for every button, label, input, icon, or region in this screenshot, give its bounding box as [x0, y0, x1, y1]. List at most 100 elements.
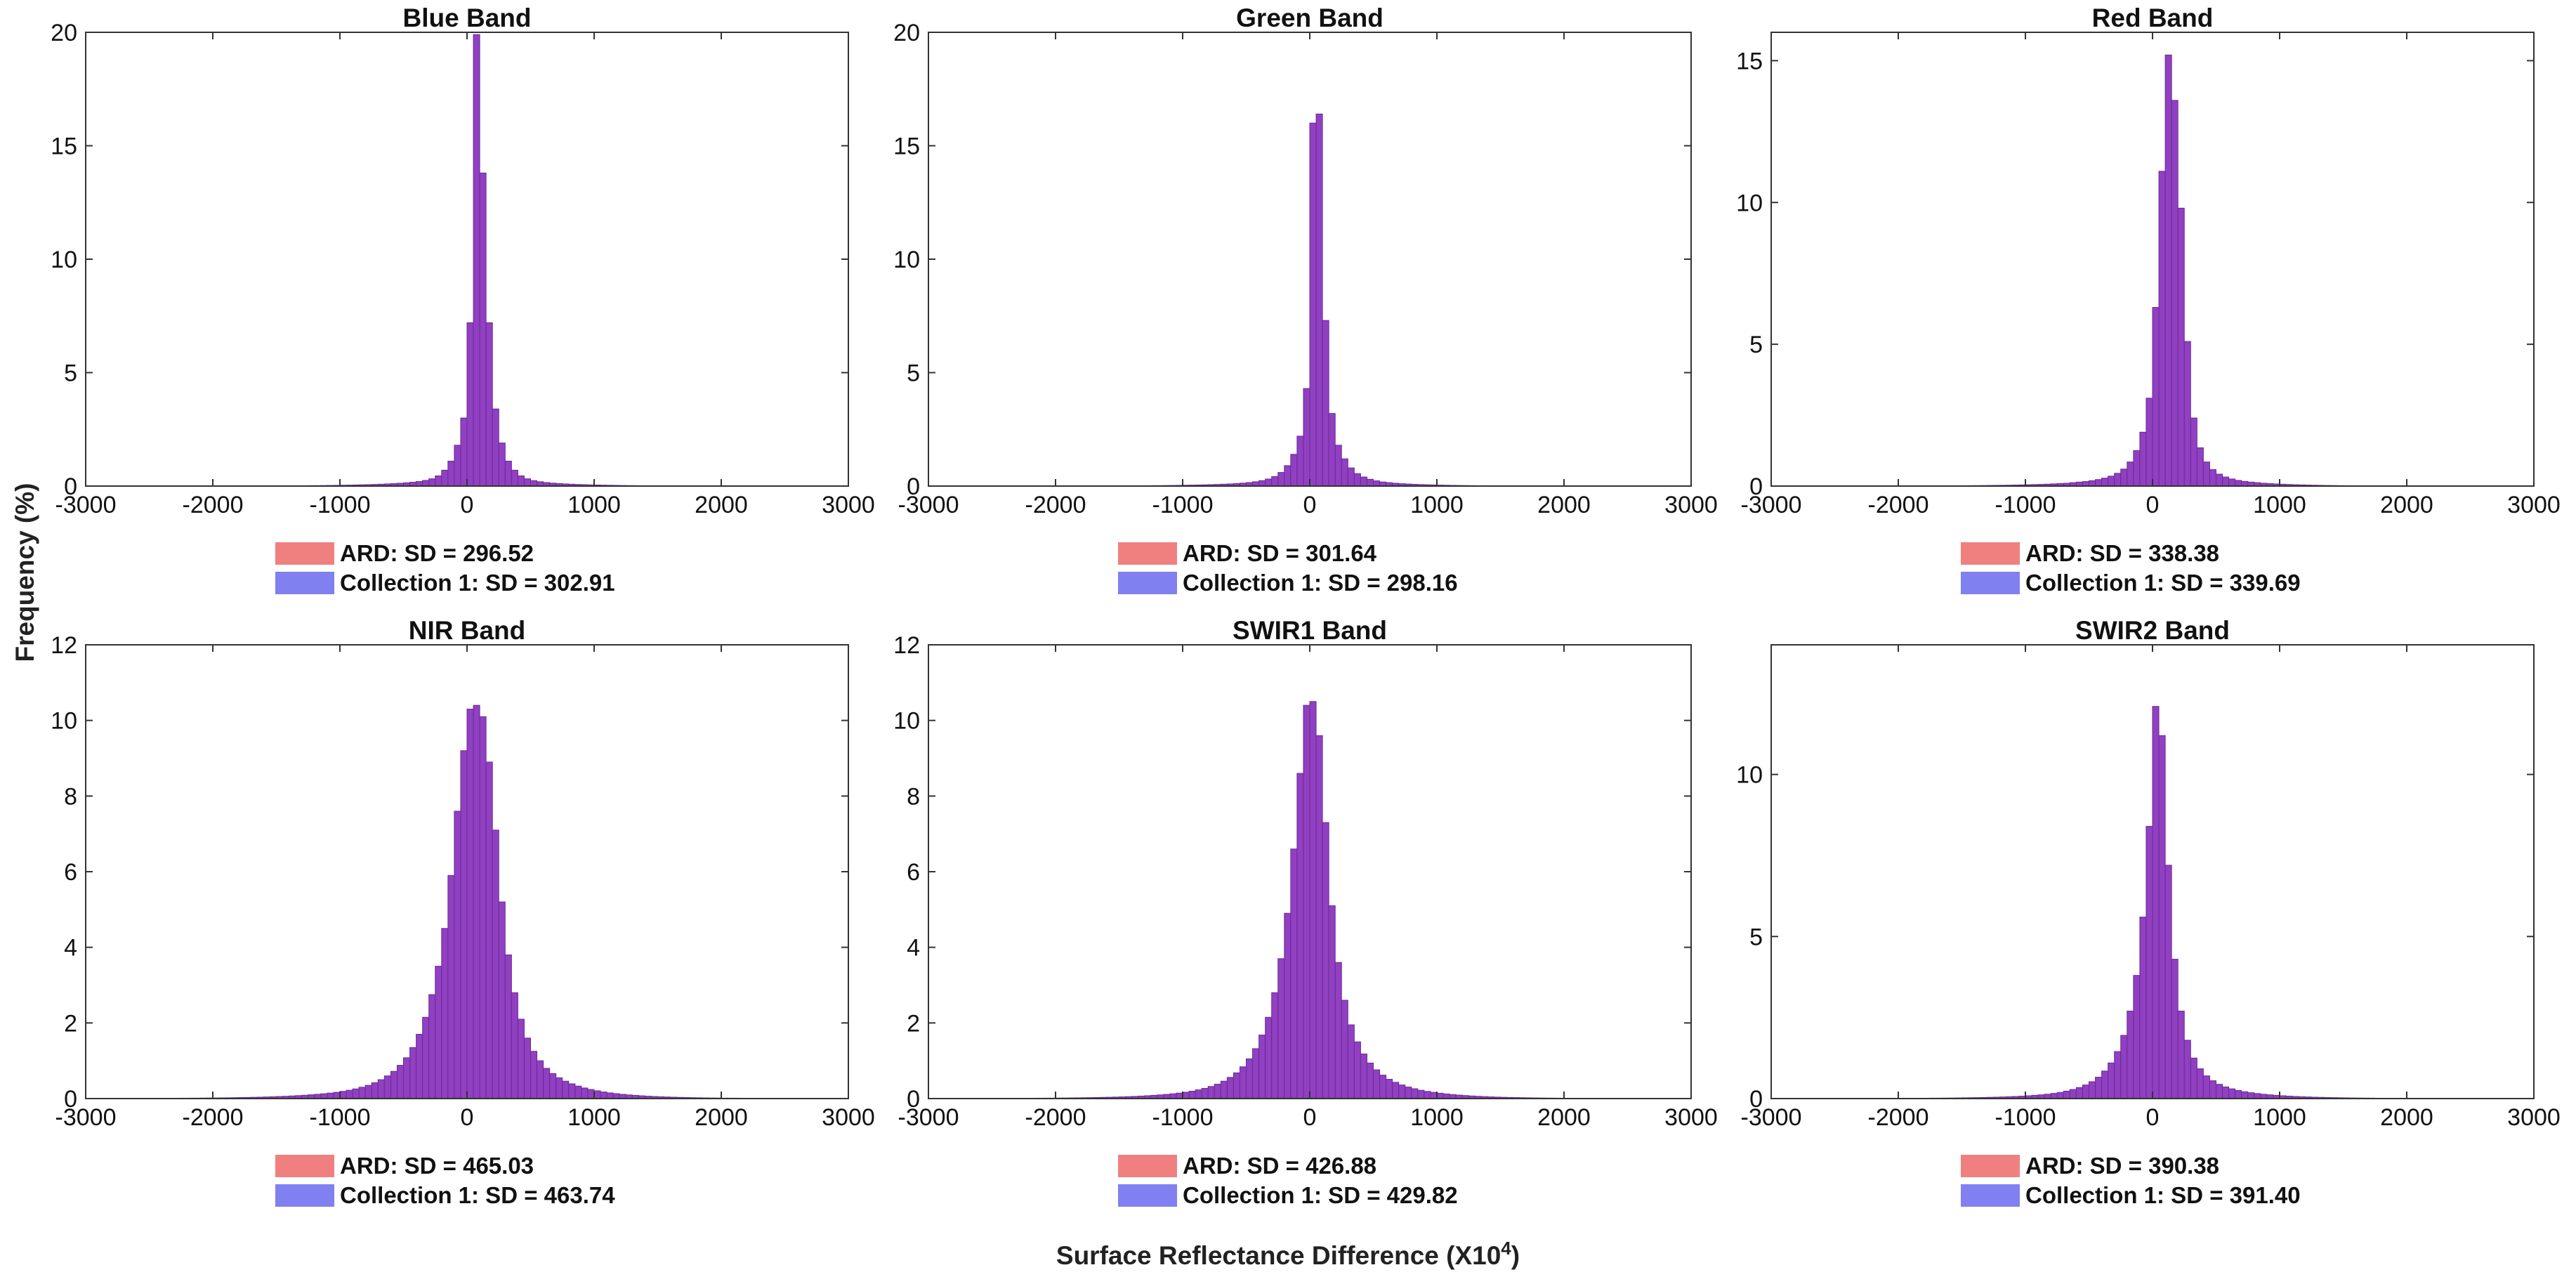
y-tick-label: 0 — [907, 473, 920, 500]
x-tick-label: -1000 — [310, 492, 371, 518]
histogram-bar — [600, 1092, 607, 1099]
x-tick-label: -3000 — [898, 1104, 959, 1131]
histogram-panel: -3000 -2000 -1000 0 1000 2000 3000 0 2 4 6 8 10 12 NIR… — [51, 616, 875, 1208]
histogram-bar — [460, 750, 468, 1099]
histogram-bar — [2202, 461, 2210, 487]
histogram-bar — [504, 954, 512, 1099]
histogram-bar — [1252, 1048, 1260, 1099]
histogram-bar — [2069, 1089, 2077, 1099]
histogram-bar — [1277, 958, 1285, 1099]
x-tick-label: 0 — [2146, 492, 2160, 518]
x-tick-label: -1000 — [1995, 1104, 2056, 1131]
x-tick-label: -3000 — [1741, 492, 1802, 518]
histogram-bar — [2101, 478, 2109, 487]
histogram-bar — [1214, 1084, 1221, 1099]
histogram-bar — [2177, 207, 2185, 487]
histogram-bar — [1366, 478, 1374, 487]
histogram-bar — [606, 1092, 614, 1099]
histogram-bar — [1309, 122, 1317, 487]
histogram-bar — [346, 1089, 353, 1099]
histogram-bar — [2075, 1087, 2083, 1099]
histogram-bar — [2063, 1090, 2070, 1099]
histogram-bar — [403, 1057, 411, 1099]
legend-swatch-ard — [275, 1155, 334, 1177]
histogram-bar — [485, 761, 493, 1099]
histogram-bar — [1296, 435, 1304, 487]
histogram-panel: -3000 -2000 -1000 0 1000 2000 3000 0 5 10 SWIR2 Ba… — [1736, 616, 2561, 1208]
histogram-bar — [358, 1087, 366, 1099]
panel-title: SWIR1 Band — [1233, 616, 1387, 645]
histogram-bar — [377, 1079, 385, 1099]
y-tick-label: 5 — [1749, 924, 1763, 950]
histogram-bar — [2089, 480, 2096, 487]
legend-swatch-ard — [1961, 1155, 2020, 1177]
histogram-bar — [473, 705, 480, 1099]
histogram-bar — [517, 475, 525, 487]
histogram-bar — [383, 1075, 391, 1099]
histogram-bar — [2139, 917, 2147, 1099]
histogram-bar — [2247, 1092, 2255, 1099]
legend-swatch-ard — [275, 542, 334, 565]
x-tick-label: -1000 — [310, 1104, 371, 1131]
histogram-bar — [492, 830, 499, 1099]
histogram-bar — [2145, 825, 2153, 1099]
histogram-bar — [352, 1088, 360, 1099]
x-tick-label: 0 — [1303, 1104, 1317, 1131]
histogram-bar — [441, 928, 449, 1099]
histogram-bars — [992, 701, 1628, 1099]
x-axis-label-exponent: 4 — [1501, 1238, 1511, 1259]
histogram-bar — [2120, 469, 2128, 487]
histogram-bar — [1334, 445, 1342, 487]
histogram-bar — [1341, 1000, 1348, 1099]
histogram-bar — [2133, 450, 2141, 487]
histogram-bar — [422, 480, 430, 487]
histogram-bar — [517, 1018, 525, 1099]
y-tick-label: 15 — [51, 133, 77, 160]
histogram-bar — [2133, 975, 2141, 1099]
y-tick-label: 20 — [51, 20, 77, 46]
histogram-bar — [435, 475, 442, 487]
x-tick-label: 0 — [461, 492, 474, 518]
legend: ARD: SD = 390.38 Collection 1: SD = 391.4… — [1961, 1153, 2301, 1208]
histogram-bar — [1392, 1082, 1400, 1099]
legend-label-ard: ARD: SD = 301.64 — [1183, 540, 1377, 566]
panel-title: NIR Band — [409, 616, 526, 645]
x-tick-label: -2000 — [183, 492, 244, 518]
legend-swatch-collection1 — [275, 572, 334, 594]
histogram-bar — [1290, 454, 1298, 487]
histogram-bar — [1373, 1069, 1381, 1099]
x-tick-label: 2000 — [1537, 1104, 1591, 1131]
y-tick-label: 2 — [907, 1010, 920, 1037]
histogram-bar — [1334, 962, 1342, 1099]
histogram-bar — [2127, 1010, 2134, 1099]
x-axis-label-close: ) — [1511, 1241, 1520, 1270]
histogram-bar — [390, 1070, 397, 1099]
histogram-bar — [2108, 1062, 2115, 1099]
histogram-bar — [320, 1093, 328, 1099]
histogram-bar — [1322, 822, 1329, 1099]
histogram-bar — [2120, 1035, 2128, 1099]
histogram-bar — [2222, 476, 2230, 487]
histogram-bar — [485, 322, 493, 487]
histogram-bar — [2209, 469, 2216, 487]
histogram-bar — [1379, 1075, 1387, 1099]
x-tick-label: -3000 — [1741, 1104, 1802, 1131]
histogram-bar — [574, 1085, 582, 1099]
histogram-bar — [1373, 480, 1381, 487]
x-tick-label: 1000 — [1410, 1104, 1464, 1131]
x-tick-label: -2000 — [1868, 492, 1929, 518]
histogram-bar — [1201, 1087, 1209, 1099]
legend-label-ard: ARD: SD = 296.52 — [340, 540, 534, 566]
x-axis-label: Surface Reflectance Difference (X104) — [1056, 1238, 1520, 1270]
histogram-bar — [1290, 849, 1298, 1099]
histogram-bar — [511, 469, 518, 487]
histogram-bar — [2183, 1040, 2191, 1099]
histogram-bar — [460, 417, 468, 487]
histogram-bar — [2145, 398, 2153, 487]
y-tick-label: 6 — [907, 859, 920, 886]
histogram-bar — [1265, 478, 1273, 487]
histogram-bar — [1239, 1066, 1247, 1099]
legend: ARD: SD = 465.03 Collection 1: SD = 463.7… — [275, 1153, 615, 1208]
histogram-bar — [2139, 431, 2147, 487]
legend-swatch-ard — [1118, 1155, 1177, 1177]
